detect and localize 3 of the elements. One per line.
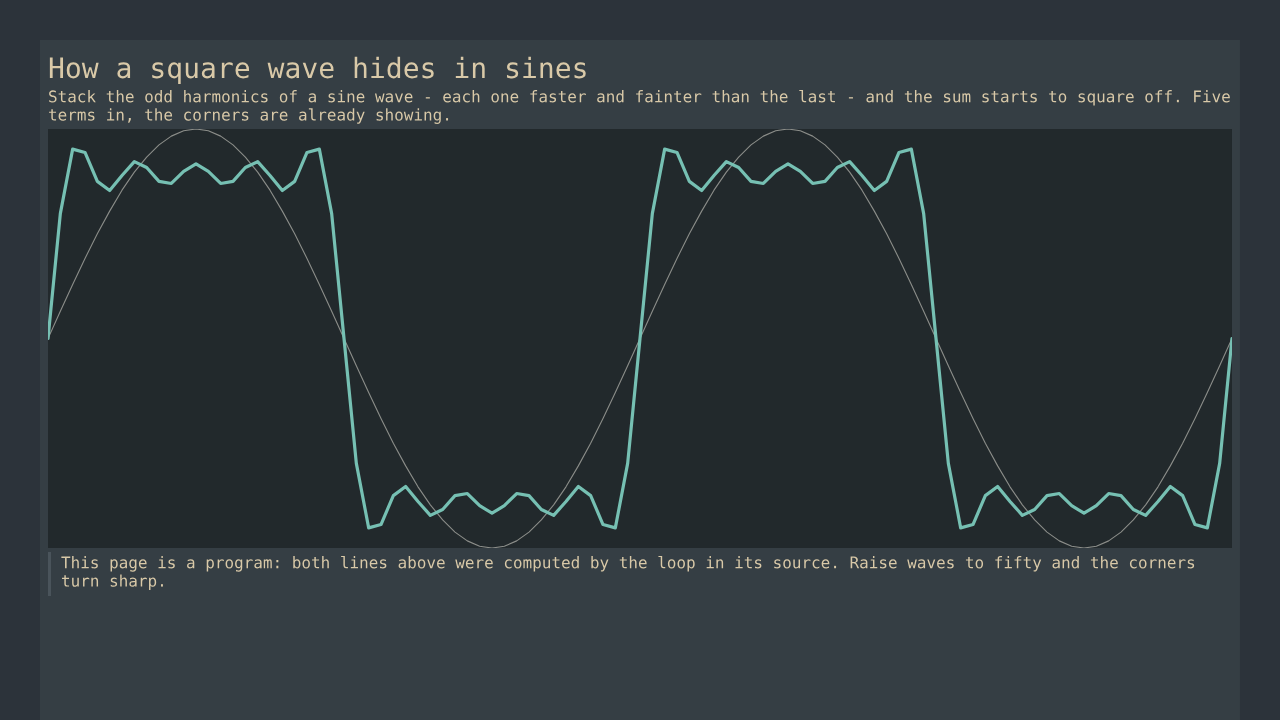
chart-title: How a square wave hides in sines xyxy=(49,56,586,84)
text: This page is a program: both lines above were computed by the loop in its source. Raise waves to fifty and the corners turn sharp. xyxy=(61,556,1195,590)
chart-subtitle: Stack the odd harmonics of a sine wave - each one faster and fainter than the last - and the sum starts to square off. Five terms in, the corners are already showing. xyxy=(49,90,1230,124)
